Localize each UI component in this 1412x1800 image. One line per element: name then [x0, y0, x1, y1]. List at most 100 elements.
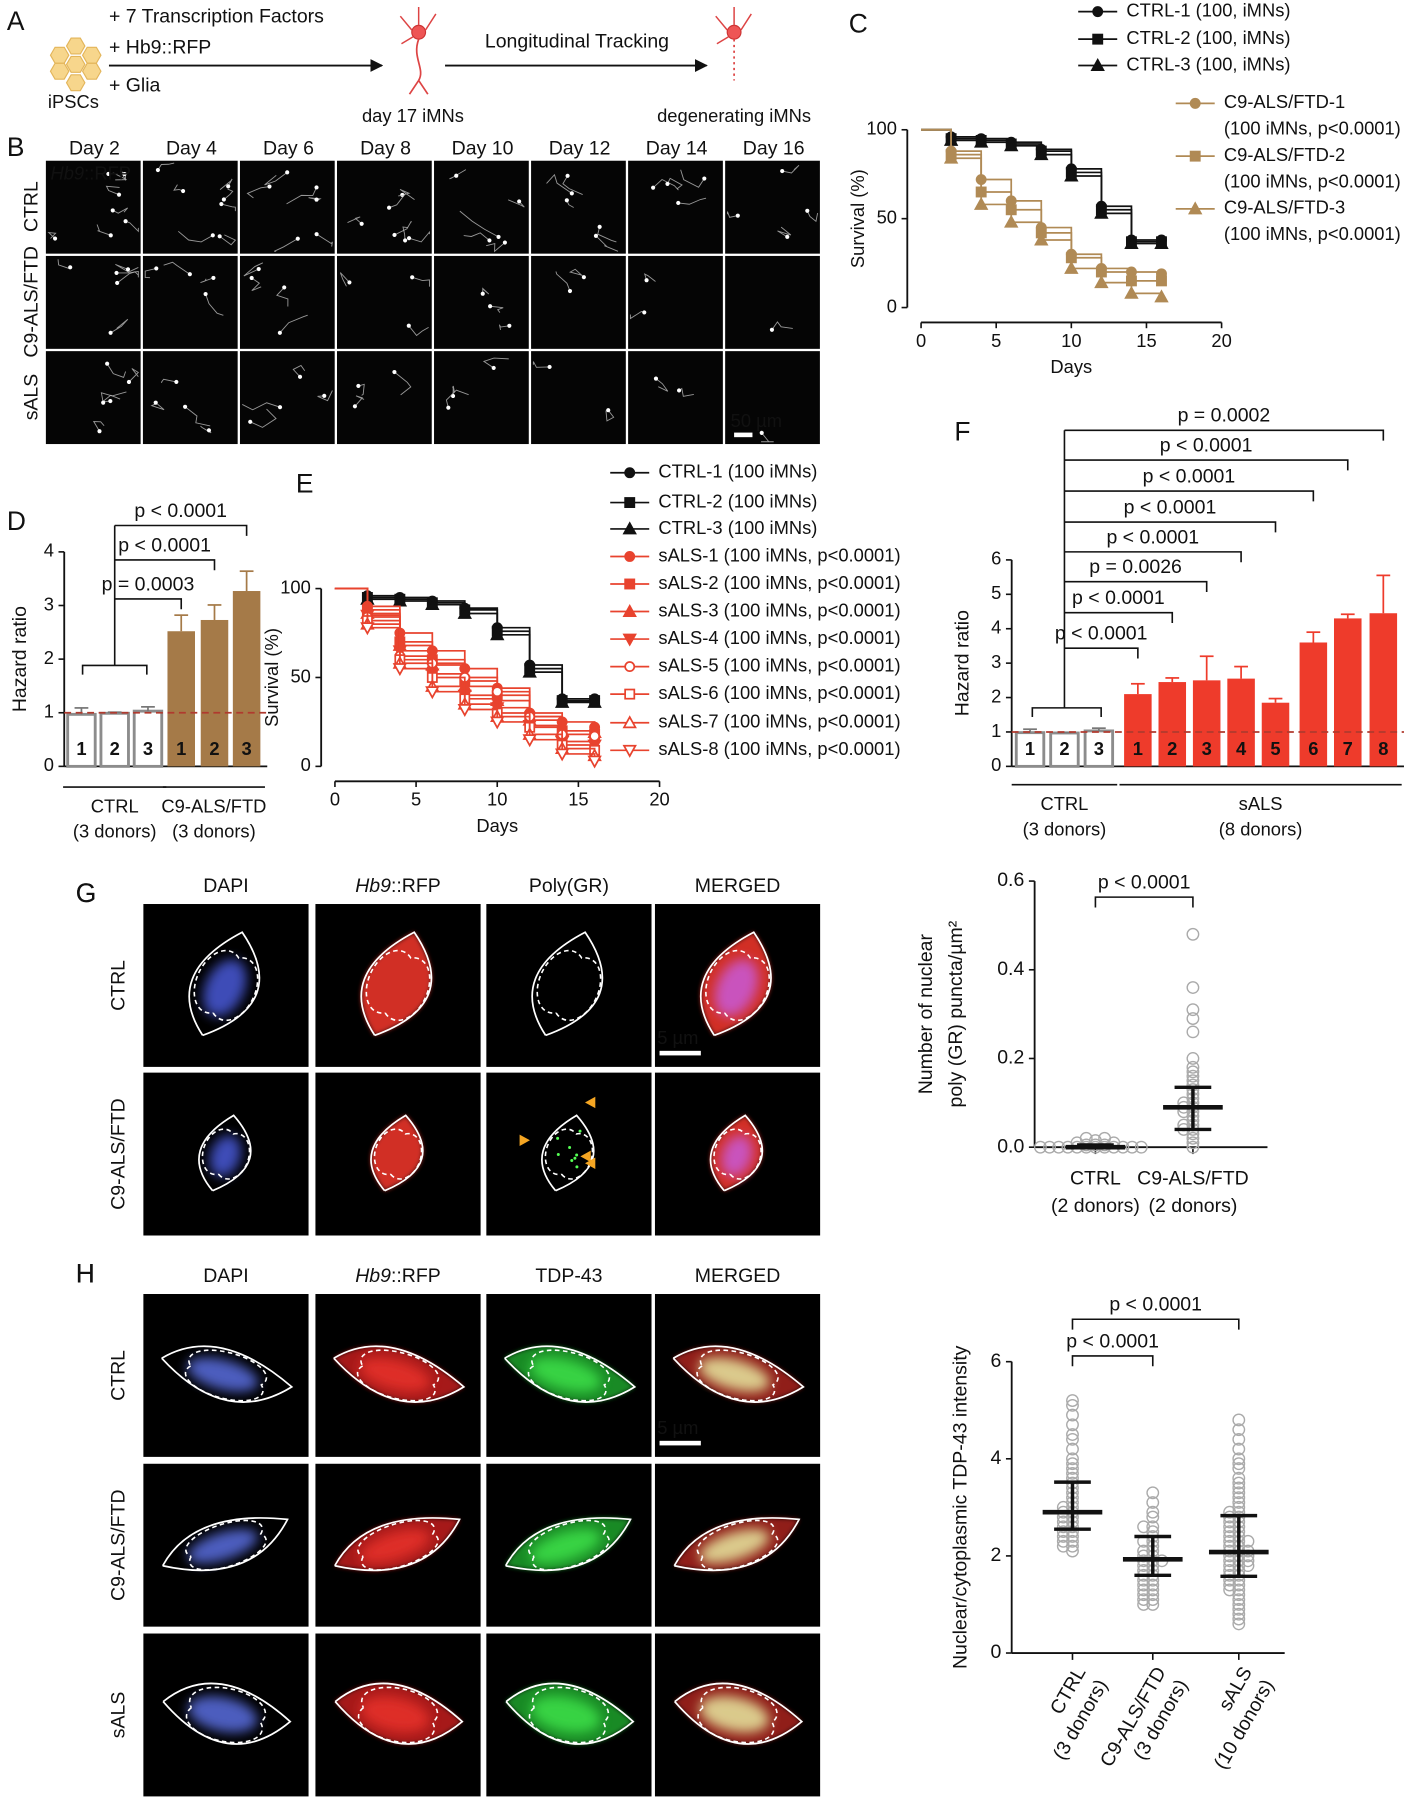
signal: [530, 1357, 602, 1392]
micrograph: [336, 255, 432, 349]
column-header-rest: ::RFP: [391, 1265, 441, 1287]
marker: [490, 716, 505, 730]
cell: [360, 931, 433, 1037]
data-point: [1232, 1457, 1246, 1471]
soma: [108, 330, 113, 335]
legend-label: sALS-7 (100 iMNs, p<0.0001): [658, 711, 900, 732]
neurite: [317, 390, 333, 402]
soma: [277, 405, 283, 410]
cell: [699, 931, 772, 1037]
marker: [622, 744, 637, 758]
legend-label: sALS-5 (100 iMNs, p<0.0001): [658, 654, 900, 675]
y-axis-label: Survival (%): [261, 628, 282, 727]
data-point: [1066, 1408, 1079, 1422]
row-label: C9-ALS/FTD: [20, 246, 42, 358]
bracket: [1071, 1318, 1240, 1330]
marker: [1004, 214, 1019, 228]
cell: [161, 1517, 289, 1572]
bar: [167, 631, 195, 767]
p-value: p < 0.0001: [1055, 623, 1148, 645]
group-label: C9-ALS/FTD: [161, 796, 266, 817]
y-tick-label: 3: [44, 593, 54, 614]
day-label: Day 8: [360, 137, 411, 159]
data-point: [1186, 1065, 1200, 1079]
marker: [1094, 275, 1109, 289]
neurite: [161, 378, 177, 383]
neurite: [486, 242, 506, 253]
x-tick-label: 0: [330, 789, 340, 810]
legend-label: sALS-1 (100 iMNs, p<0.0001): [658, 544, 900, 565]
x-tick-label: 20: [1211, 330, 1231, 351]
soma: [183, 404, 188, 409]
x-tick-label: 10: [1061, 330, 1081, 351]
group-label: (3 donors): [73, 821, 157, 842]
bracket: [1064, 647, 1139, 659]
nucleus-outline: [184, 1349, 268, 1402]
soma: [125, 267, 131, 272]
marker: [1090, 58, 1105, 71]
data-point: [1066, 1462, 1079, 1475]
neurite: [125, 220, 139, 233]
neurite: [100, 391, 127, 403]
x-axis-label: Days: [476, 815, 518, 836]
cell: [198, 1114, 252, 1192]
marker: [554, 748, 570, 762]
data-point: [1052, 1140, 1066, 1154]
soma: [446, 405, 451, 410]
cell: [188, 931, 261, 1037]
y-axis-label: poly (GR) puncta/µm²: [945, 920, 967, 1107]
soma: [226, 184, 231, 189]
soma: [702, 176, 707, 181]
neurite: [402, 226, 408, 241]
bar-label: 3: [1094, 738, 1104, 759]
legend-label: sALS-8 (100 iMNs, p<0.0001): [658, 738, 900, 759]
arrowhead: [584, 1096, 596, 1109]
micrograph: [434, 351, 529, 445]
data-point: [1066, 1398, 1079, 1412]
data-point: [1137, 1520, 1151, 1534]
data-point: [1232, 1423, 1246, 1437]
soma: [502, 240, 507, 245]
data-point: [1232, 1583, 1246, 1597]
bar-label: 1: [1133, 738, 1143, 759]
data-point: [1033, 1140, 1047, 1154]
soma: [507, 323, 512, 328]
y-tick-label: 3: [991, 651, 1001, 672]
day-label: Day 14: [646, 137, 708, 159]
data-point: [1241, 1559, 1255, 1573]
marker: [587, 694, 602, 708]
soma: [115, 280, 120, 286]
x-tick-label: 20: [649, 789, 669, 810]
soma: [206, 428, 212, 433]
data-point: [1232, 1476, 1246, 1490]
legend-label: CTRL-1 (100 iMNs): [658, 461, 817, 482]
soma: [322, 393, 327, 398]
marker: [1064, 168, 1079, 182]
arrowhead: [584, 1157, 596, 1169]
bar-label: 5: [1270, 738, 1280, 759]
soma: [487, 238, 492, 243]
p-value: p < 0.0001: [1098, 872, 1191, 894]
soma: [565, 173, 570, 178]
data-point: [1232, 1471, 1246, 1485]
soma: [256, 266, 261, 272]
column-header: DAPI: [203, 875, 248, 897]
data-point: [1232, 1496, 1246, 1509]
ipsc-cell: [49, 62, 70, 80]
legend-label: sALS-6 (100 iMNs, p<0.0001): [658, 682, 900, 703]
soma: [651, 185, 656, 190]
soma: [403, 238, 408, 243]
column-header: DAPI: [203, 1265, 248, 1287]
data-point: [1066, 1418, 1079, 1432]
neurite: [105, 185, 120, 196]
neurite: [449, 169, 467, 180]
p-value: p = 0.0003: [102, 573, 195, 595]
nucleus-outline: [201, 1128, 251, 1180]
neurite: [219, 234, 237, 246]
neurite: [177, 230, 214, 243]
neurite: [316, 233, 333, 247]
bar-label: 8: [1378, 738, 1388, 759]
neurite: [250, 408, 277, 428]
soma: [249, 275, 254, 281]
marker: [622, 715, 637, 729]
